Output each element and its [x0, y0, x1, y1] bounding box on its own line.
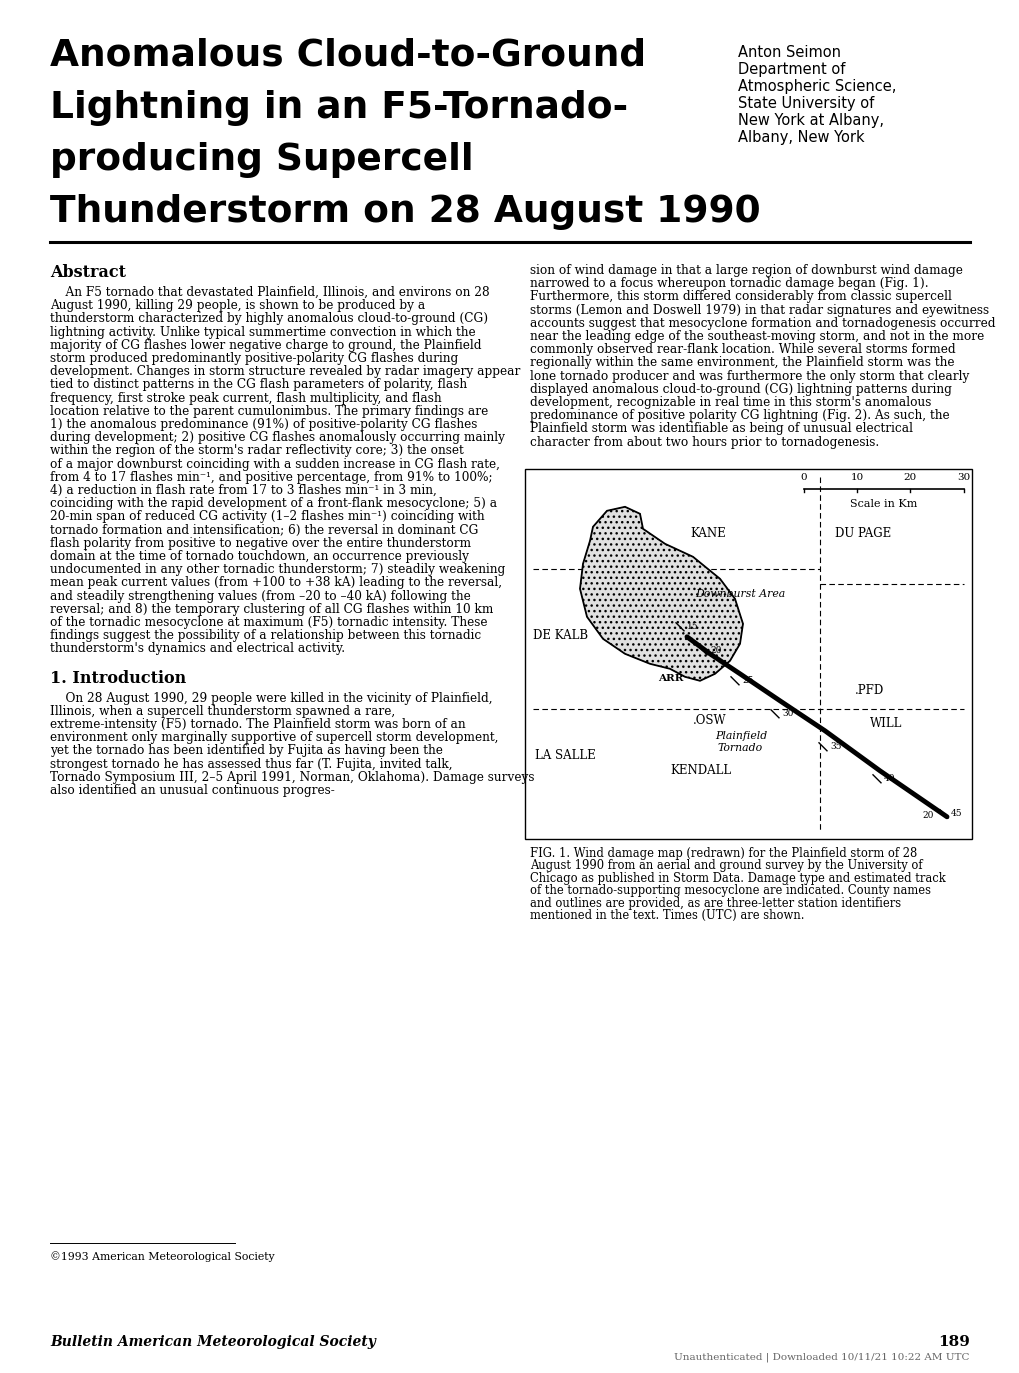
Text: Anton Seimon: Anton Seimon — [738, 45, 841, 60]
Text: 10: 10 — [850, 472, 863, 482]
Text: tied to distinct patterns in the CG flash parameters of polarity, flash: tied to distinct patterns in the CG flas… — [50, 379, 467, 391]
Text: Albany, New York: Albany, New York — [738, 130, 864, 146]
Text: KENDALL: KENDALL — [669, 763, 731, 777]
Text: and steadily strengthening values (from –20 to –40 kA) following the: and steadily strengthening values (from … — [50, 589, 471, 603]
Text: Lightning in an F5-Tornado-: Lightning in an F5-Tornado- — [50, 91, 628, 126]
Text: An F5 tornado that devastated Plainfield, Illinois, and environs on 28: An F5 tornado that devastated Plainfield… — [50, 286, 489, 299]
Bar — [525, 468, 971, 839]
Text: storm produced predominantly positive-polarity CG flashes during: storm produced predominantly positive-po… — [50, 351, 458, 365]
Text: of the tornado-supporting mesocyclone are indicated. County names: of the tornado-supporting mesocyclone ar… — [530, 884, 930, 898]
Text: thunderstorm characterized by highly anomalous cloud-to-ground (CG): thunderstorm characterized by highly ano… — [50, 313, 488, 325]
Text: 20: 20 — [903, 472, 916, 482]
Text: Chicago as published in Storm Data. Damage type and estimated track: Chicago as published in Storm Data. Dama… — [530, 872, 945, 884]
Text: thunderstorm's dynamics and electrical activity.: thunderstorm's dynamics and electrical a… — [50, 643, 344, 655]
Text: character from about two hours prior to tornadogenesis.: character from about two hours prior to … — [530, 435, 878, 449]
Text: .PFD: .PFD — [854, 684, 883, 697]
Text: storms (Lemon and Doswell 1979) in that radar signatures and eyewitness: storms (Lemon and Doswell 1979) in that … — [530, 303, 988, 317]
Text: Anomalous Cloud-to-Ground: Anomalous Cloud-to-Ground — [50, 38, 645, 74]
Text: of a major downburst coinciding with a sudden increase in CG flash rate,: of a major downburst coinciding with a s… — [50, 457, 499, 471]
Text: 1. Introduction: 1. Introduction — [50, 670, 186, 686]
Text: FIG. 1. Wind damage map (redrawn) for the Plainfield storm of 28: FIG. 1. Wind damage map (redrawn) for th… — [530, 847, 916, 859]
Text: DU PAGE: DU PAGE — [835, 527, 891, 540]
Text: Tornado Symposium III, 2–5 April 1991, Norman, Oklahoma). Damage surveys: Tornado Symposium III, 2–5 April 1991, N… — [50, 770, 534, 784]
Text: regionally within the same environment, the Plainfield storm was the: regionally within the same environment, … — [530, 357, 954, 369]
Text: near the leading edge of the southeast-moving storm, and not in the more: near the leading edge of the southeast-m… — [530, 330, 983, 343]
Text: majority of CG flashes lower negative charge to ground, the Plainfield: majority of CG flashes lower negative ch… — [50, 339, 481, 351]
Text: strongest tornado he has assessed thus far (T. Fujita, invited talk,: strongest tornado he has assessed thus f… — [50, 758, 452, 770]
Text: Tornado: Tornado — [716, 743, 761, 752]
Text: August 1990 from an aerial and ground survey by the University of: August 1990 from an aerial and ground su… — [530, 859, 922, 872]
Text: 45: 45 — [950, 809, 962, 818]
Text: and outlines are provided, as are three-letter station identifiers: and outlines are provided, as are three-… — [530, 897, 900, 910]
Text: 189: 189 — [937, 1335, 969, 1350]
Text: reversal; and 8) the temporary clustering of all CG flashes within 10 km: reversal; and 8) the temporary clusterin… — [50, 603, 493, 616]
Text: Unauthenticated | Downloaded 10/11/21 10:22 AM UTC: Unauthenticated | Downloaded 10/11/21 10… — [674, 1352, 969, 1362]
Text: tornado formation and intensification; 6) the reversal in dominant CG: tornado formation and intensification; 6… — [50, 523, 478, 537]
Text: On 28 August 1990, 29 people were killed in the vicinity of Plainfield,: On 28 August 1990, 29 people were killed… — [50, 692, 492, 704]
Text: Bulletin American Meteorological Society: Bulletin American Meteorological Society — [50, 1335, 376, 1350]
Text: Furthermore, this storm differed considerably from classic supercell: Furthermore, this storm differed conside… — [530, 291, 951, 303]
Text: development, recognizable in real time in this storm's anomalous: development, recognizable in real time i… — [530, 395, 930, 409]
Text: 1) the anomalous predominance (91%) of positive-polarity CG flashes: 1) the anomalous predominance (91%) of p… — [50, 417, 477, 431]
Text: DE KALB: DE KALB — [533, 629, 588, 641]
Text: of the tornadic mesocyclone at maximum (F5) tornadic intensity. These: of the tornadic mesocyclone at maximum (… — [50, 616, 487, 629]
Text: location relative to the parent cumulonimbus. The primary findings are: location relative to the parent cumuloni… — [50, 405, 488, 417]
Text: undocumented in any other tornadic thunderstorm; 7) steadily weakening: undocumented in any other tornadic thund… — [50, 563, 504, 577]
Text: LA SALLE: LA SALLE — [535, 748, 595, 762]
Text: lone tornado producer and was furthermore the only storm that clearly: lone tornado producer and was furthermor… — [530, 369, 968, 383]
Text: 30: 30 — [782, 710, 793, 718]
Text: WILL: WILL — [869, 717, 902, 730]
Text: displayed anomalous cloud-to-ground (CG) lightning patterns during: displayed anomalous cloud-to-ground (CG)… — [530, 383, 951, 395]
Text: domain at the time of tornado touchdown, an occurrence previously: domain at the time of tornado touchdown,… — [50, 551, 469, 563]
Text: frequency, first stroke peak current, flash multiplicity, and flash: frequency, first stroke peak current, fl… — [50, 391, 441, 405]
Text: predominance of positive polarity CG lightning (Fig. 2). As such, the: predominance of positive polarity CG lig… — [530, 409, 949, 423]
Text: 35: 35 — [829, 743, 841, 751]
Text: environment only marginally supportive of supercell storm development,: environment only marginally supportive o… — [50, 732, 498, 744]
Text: 20: 20 — [709, 647, 720, 655]
Text: 15: 15 — [687, 622, 698, 632]
Text: August 1990, killing 29 people, is shown to be produced by a: August 1990, killing 29 people, is shown… — [50, 299, 425, 312]
Text: ARR: ARR — [657, 674, 683, 682]
Text: Downburst Area: Downburst Area — [694, 589, 785, 599]
Text: 4) a reduction in flash rate from 17 to 3 flashes min⁻¹ in 3 min,: 4) a reduction in flash rate from 17 to … — [50, 485, 436, 497]
Text: mentioned in the text. Times (UTC) are shown.: mentioned in the text. Times (UTC) are s… — [530, 909, 804, 923]
Text: sion of wind damage in that a large region of downburst wind damage: sion of wind damage in that a large regi… — [530, 264, 962, 277]
Text: 40: 40 — [883, 774, 895, 784]
Text: within the region of the storm's radar reflectivity core; 3) the onset: within the region of the storm's radar r… — [50, 445, 464, 457]
Text: 30: 30 — [957, 472, 970, 482]
Text: Abstract: Abstract — [50, 264, 126, 281]
Text: producing Supercell: producing Supercell — [50, 141, 473, 178]
Text: Thunderstorm on 28 August 1990: Thunderstorm on 28 August 1990 — [50, 194, 760, 231]
Text: development. Changes in storm structure revealed by radar imagery appear: development. Changes in storm structure … — [50, 365, 520, 378]
Text: .OSW: .OSW — [692, 714, 726, 726]
Text: lightning activity. Unlike typical summertime convection in which the: lightning activity. Unlike typical summe… — [50, 325, 475, 339]
Text: during development; 2) positive CG flashes anomalously occurring mainly: during development; 2) positive CG flash… — [50, 431, 504, 445]
Text: findings suggest the possibility of a relationship between this tornadic: findings suggest the possibility of a re… — [50, 629, 481, 643]
Polygon shape — [580, 507, 742, 681]
Text: KANE: KANE — [689, 527, 726, 540]
Text: accounts suggest that mesocyclone formation and tornadogenesis occurred: accounts suggest that mesocyclone format… — [530, 317, 995, 330]
Text: 20-min span of reduced CG activity (1–2 flashes min⁻¹) coinciding with: 20-min span of reduced CG activity (1–2 … — [50, 511, 484, 523]
Text: extreme-intensity (F5) tornado. The Plainfield storm was born of an: extreme-intensity (F5) tornado. The Plai… — [50, 718, 465, 730]
Text: Scale in Km: Scale in Km — [850, 498, 917, 509]
Text: 0: 0 — [800, 472, 806, 482]
Text: ©1993 American Meteorological Society: ©1993 American Meteorological Society — [50, 1251, 274, 1262]
Text: coinciding with the rapid development of a front-flank mesocyclone; 5) a: coinciding with the rapid development of… — [50, 497, 496, 511]
Text: mean peak current values (from +100 to +38 kA) leading to the reversal,: mean peak current values (from +100 to +… — [50, 577, 501, 589]
Text: yet the tornado has been identified by Fujita as having been the: yet the tornado has been identified by F… — [50, 744, 442, 758]
Text: Plainfield storm was identifiable as being of unusual electrical: Plainfield storm was identifiable as bei… — [530, 423, 912, 435]
Text: Atmospheric Science,: Atmospheric Science, — [738, 80, 896, 93]
Text: Plainfield: Plainfield — [714, 730, 766, 741]
Text: commonly observed rear-flank location. While several storms formed: commonly observed rear-flank location. W… — [530, 343, 955, 356]
Text: 25: 25 — [741, 677, 753, 685]
Text: also identified an unusual continuous progres-: also identified an unusual continuous pr… — [50, 784, 334, 796]
Text: from 4 to 17 flashes min⁻¹, and positive percentage, from 91% to 100%;: from 4 to 17 flashes min⁻¹, and positive… — [50, 471, 492, 483]
Text: Illinois, when a supercell thunderstorm spawned a rare,: Illinois, when a supercell thunderstorm … — [50, 704, 395, 718]
Text: New York at Albany,: New York at Albany, — [738, 113, 883, 128]
Text: 20: 20 — [922, 811, 933, 820]
Text: narrowed to a focus whereupon tornadic damage began (Fig. 1).: narrowed to a focus whereupon tornadic d… — [530, 277, 927, 290]
Text: flash polarity from positive to negative over the entire thunderstorm: flash polarity from positive to negative… — [50, 537, 471, 549]
Text: Department of: Department of — [738, 62, 845, 77]
Text: State University of: State University of — [738, 96, 873, 111]
